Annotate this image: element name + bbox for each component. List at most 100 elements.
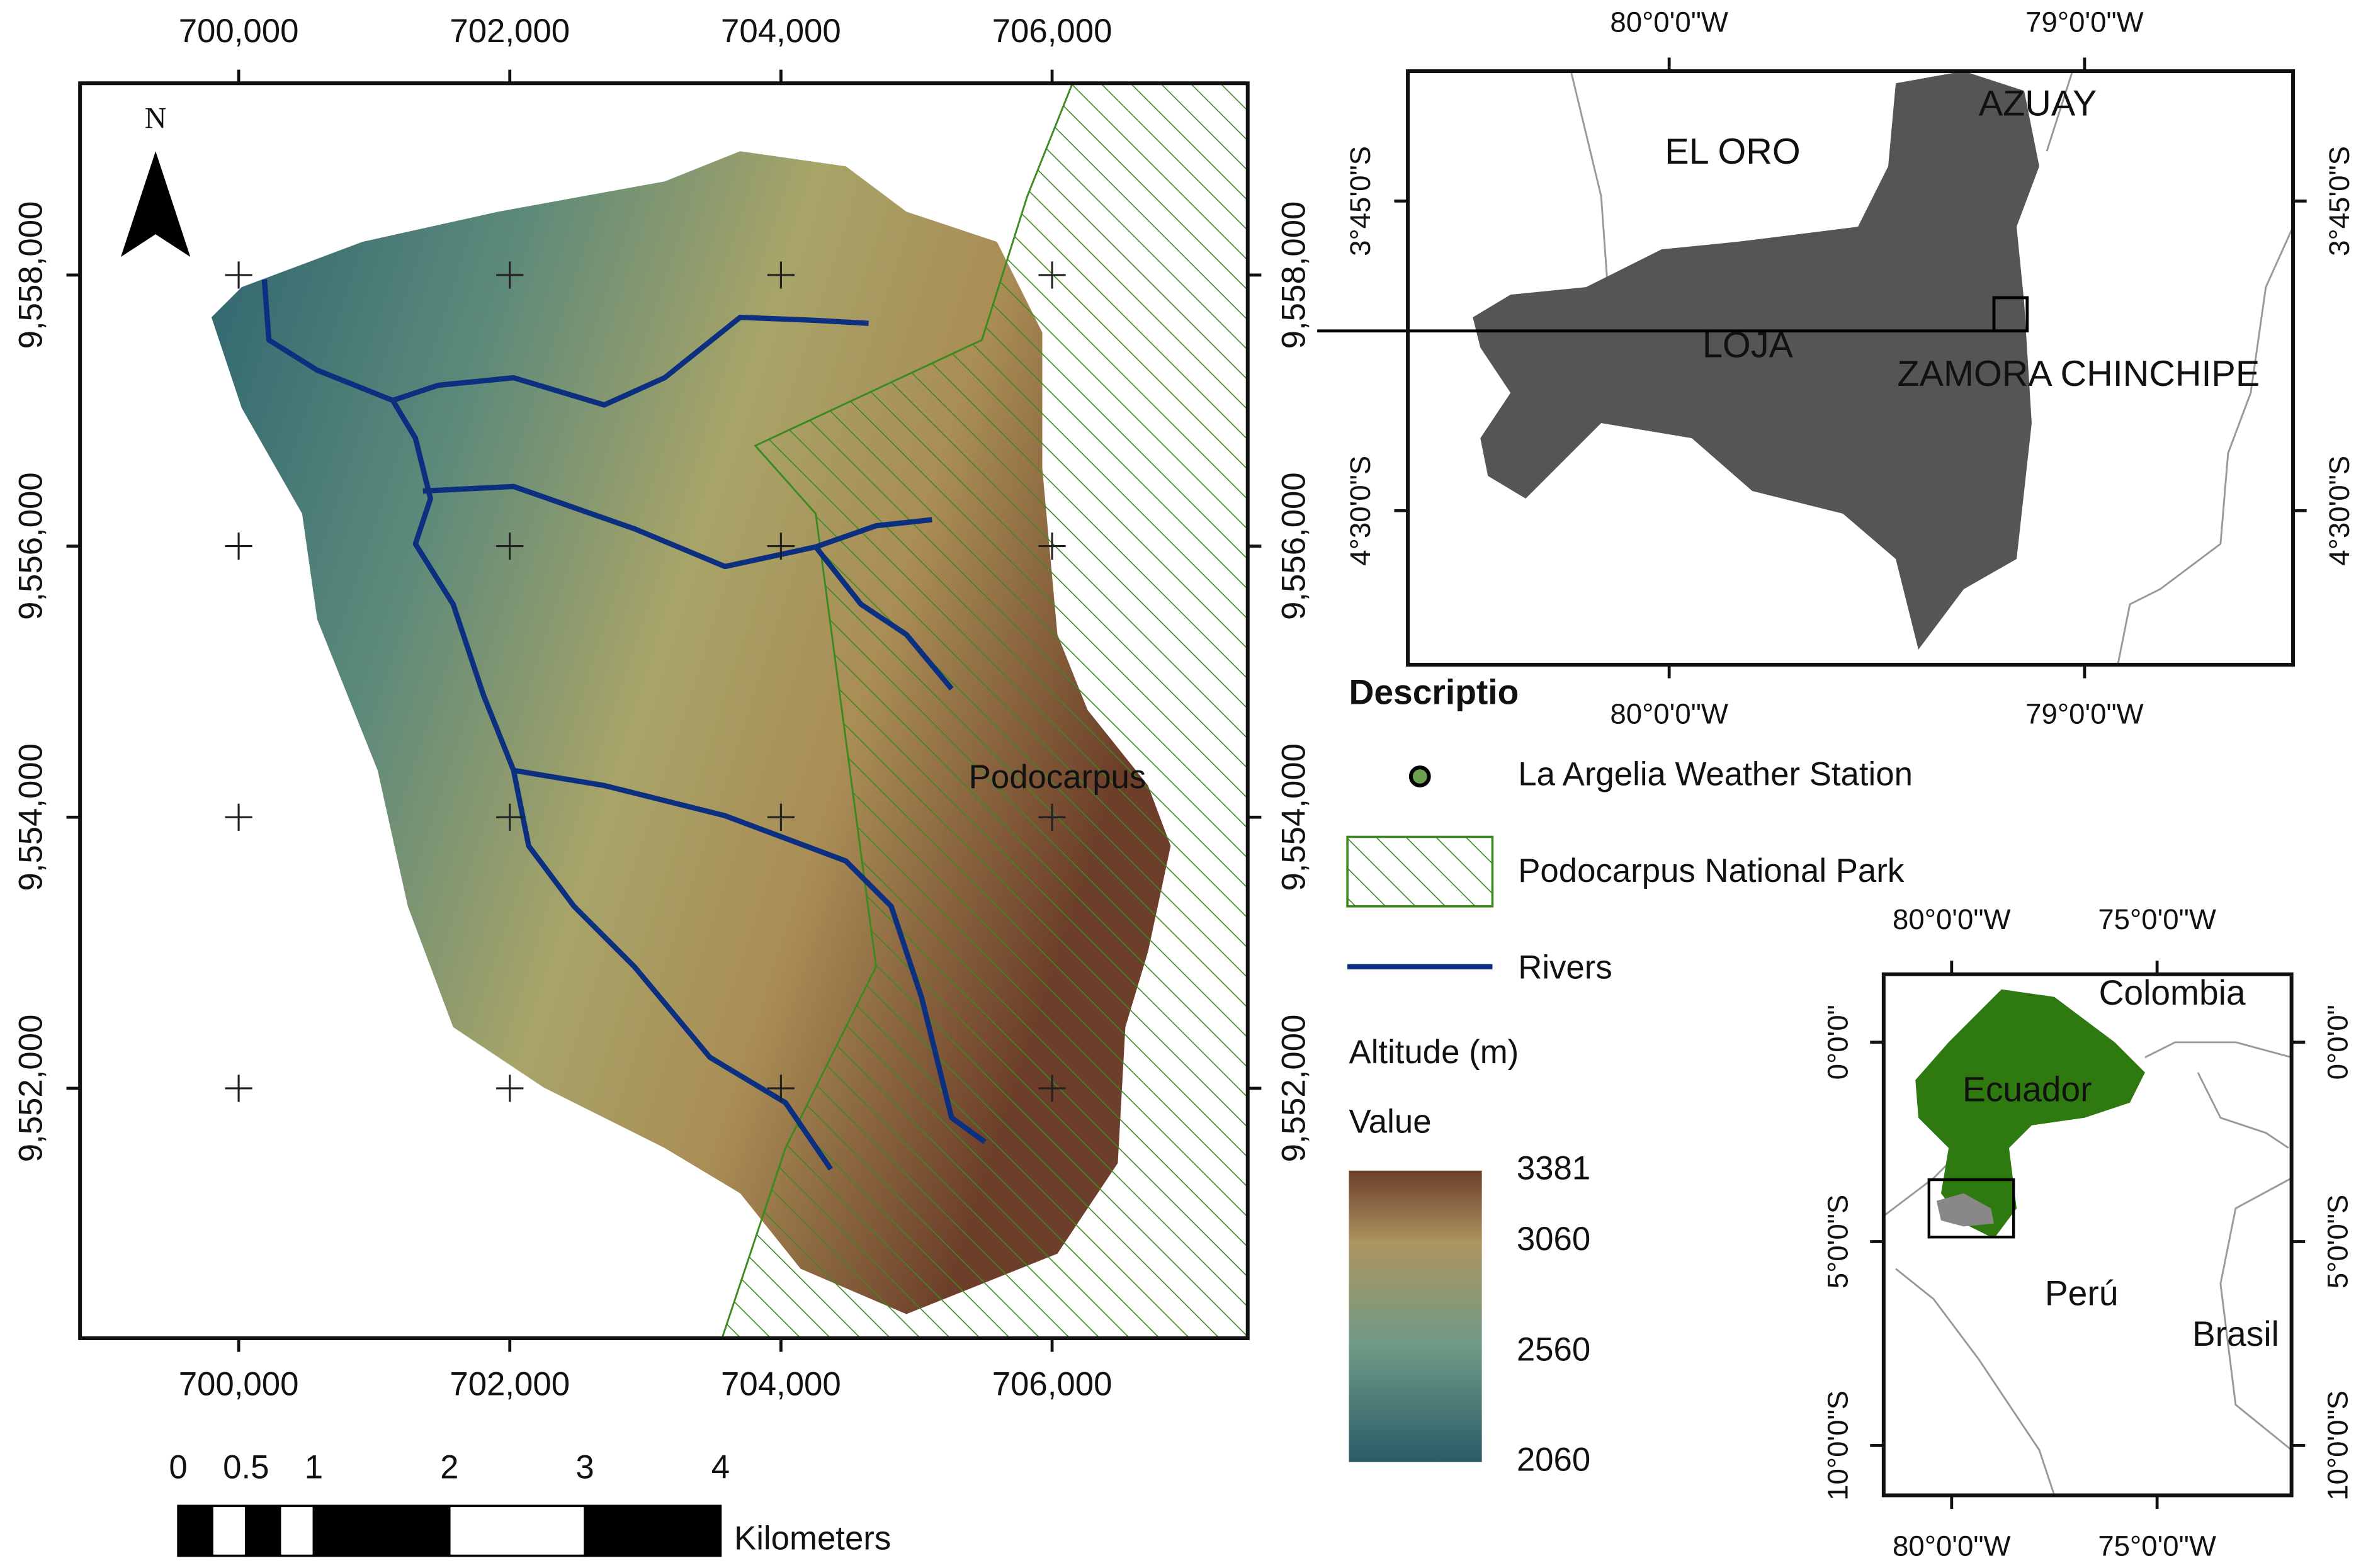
lat-label: 10°0'0"S <box>1821 1390 1854 1501</box>
x-tick-label: 700,000 <box>179 13 299 50</box>
country-borders <box>1883 1041 2292 1496</box>
graticule-cross <box>225 803 252 831</box>
y-tick-label: 9,558,000 <box>13 201 50 349</box>
x-tick-label: 706,000 <box>992 1366 1113 1403</box>
scale-segment <box>584 1504 722 1557</box>
scale-segment <box>177 1504 213 1557</box>
country-locator <box>1881 972 2294 1497</box>
graticule-cross <box>496 261 524 289</box>
main-map: N Podocarpus <box>78 81 1250 1341</box>
colorbar-label: 3060 <box>1517 1221 1590 1258</box>
graticule-cross <box>767 803 795 831</box>
scale-segment <box>448 1504 586 1557</box>
province-label: ZAMORA CHINCHIPE <box>1897 354 2260 394</box>
loja-zamora <box>1473 71 2039 650</box>
legend-label: Rivers <box>1518 949 1612 986</box>
loja-zamora-small <box>1936 1193 1994 1227</box>
graticule-cross <box>1038 533 1066 560</box>
park-symbol <box>1346 835 1494 908</box>
y-tick-label: 9,554,000 <box>13 743 50 891</box>
country-label: Ecuador <box>1962 1070 2092 1109</box>
colorbar-label: 2060 <box>1517 1441 1590 1479</box>
locator-frame <box>1406 69 2296 667</box>
rivers <box>261 279 987 1171</box>
graticule-cross <box>225 533 252 560</box>
scale-segment <box>211 1504 247 1557</box>
province-locator <box>1317 69 2296 667</box>
north-arrow <box>120 151 191 257</box>
scale-segment <box>244 1504 281 1557</box>
legend-label: La Argelia Weather Station <box>1518 755 1913 792</box>
scale-label: 0 <box>169 1449 187 1486</box>
x-tick-label: 702,000 <box>450 13 570 50</box>
lat-label: 0°0'0" <box>2321 1005 2353 1080</box>
map-frame <box>78 81 1250 1341</box>
station-symbol <box>1408 765 1431 787</box>
legend-title: Descriptio <box>1349 673 1519 712</box>
lat-label: 5°0'0"S <box>1821 1195 1854 1289</box>
river <box>390 398 834 1171</box>
legend-subtitle: Value <box>1349 1103 1432 1140</box>
graticule-cross <box>225 261 252 289</box>
legend-label: Podocarpus National Park <box>1518 852 1905 889</box>
scale-label: 1 <box>305 1449 323 1486</box>
y-tick-label: 9,554,000 <box>1275 743 1312 891</box>
lat-label: 3°45'0"S <box>1344 146 1376 256</box>
colorbar <box>1349 1170 1482 1462</box>
lat-label: 4°30'0"S <box>1344 456 1376 566</box>
graticule-cross <box>496 533 524 560</box>
ecuador <box>1915 989 2145 1239</box>
graticule-cross <box>1038 261 1066 289</box>
lon-label: 80°0'0"W <box>1610 698 1728 730</box>
province-label: AZUAY <box>1979 83 2097 123</box>
graticule-cross <box>225 1074 252 1102</box>
scale-label: 0.5 <box>223 1449 269 1486</box>
y-tick-label: 9,556,000 <box>1275 472 1312 620</box>
x-tick-label: 702,000 <box>450 1366 570 1403</box>
river <box>422 483 932 570</box>
lon-label: 79°0'0"W <box>2025 6 2144 38</box>
lat-label: 10°0'0"S <box>2321 1390 2353 1501</box>
lon-label: 75°0'0"W <box>2098 1530 2216 1562</box>
graticule-cross <box>767 1074 795 1102</box>
country-label: Perú <box>2045 1273 2119 1312</box>
colorbar-label: 2560 <box>1517 1331 1590 1368</box>
lon-label: 80°0'0"W <box>1610 6 1728 38</box>
legend <box>1346 765 1494 1462</box>
x-tick-label: 704,000 <box>721 1366 841 1403</box>
y-tick-label: 9,552,000 <box>1275 1015 1312 1163</box>
scale-label: 4 <box>711 1449 730 1486</box>
lon-label: 80°0'0"W <box>1893 1530 2011 1562</box>
scale-unit: Kilometers <box>734 1520 891 1557</box>
scale-segment <box>278 1504 315 1557</box>
y-tick-label: 9,556,000 <box>13 472 50 620</box>
graticule-cross <box>1038 1074 1066 1102</box>
river <box>261 279 869 408</box>
lat-label: 4°30'0"S <box>2323 456 2355 566</box>
province-borders <box>1570 71 2294 665</box>
graticule-cross <box>496 803 524 831</box>
colorbar-label: 3381 <box>1517 1150 1590 1187</box>
river <box>813 545 954 691</box>
lon-label: 79°0'0"W <box>2025 698 2144 730</box>
x-tick-label: 706,000 <box>992 13 1113 50</box>
x-tick-label: 704,000 <box>721 13 841 50</box>
country-label: Brasil <box>2192 1314 2279 1353</box>
province-label: LOJA <box>1702 325 1794 365</box>
lon-label: 80°0'0"W <box>1893 903 2011 935</box>
scale-label: 2 <box>440 1449 458 1486</box>
legend-subtitle: Altitude (m) <box>1349 1034 1519 1071</box>
graticule-cross <box>767 261 795 289</box>
province-label: EL ORO <box>1665 132 1800 172</box>
provinces-box <box>1927 1178 2015 1239</box>
locator-frame <box>1881 972 2294 1497</box>
lat-label: 5°0'0"S <box>2321 1195 2353 1289</box>
study-area-box <box>1992 296 2029 333</box>
lat-label: 0°0'0" <box>1821 1005 1854 1080</box>
country-label: Colombia <box>2099 973 2246 1012</box>
scale-segment <box>312 1504 451 1557</box>
graticule-cross <box>767 533 795 560</box>
north-label: N <box>145 101 167 135</box>
